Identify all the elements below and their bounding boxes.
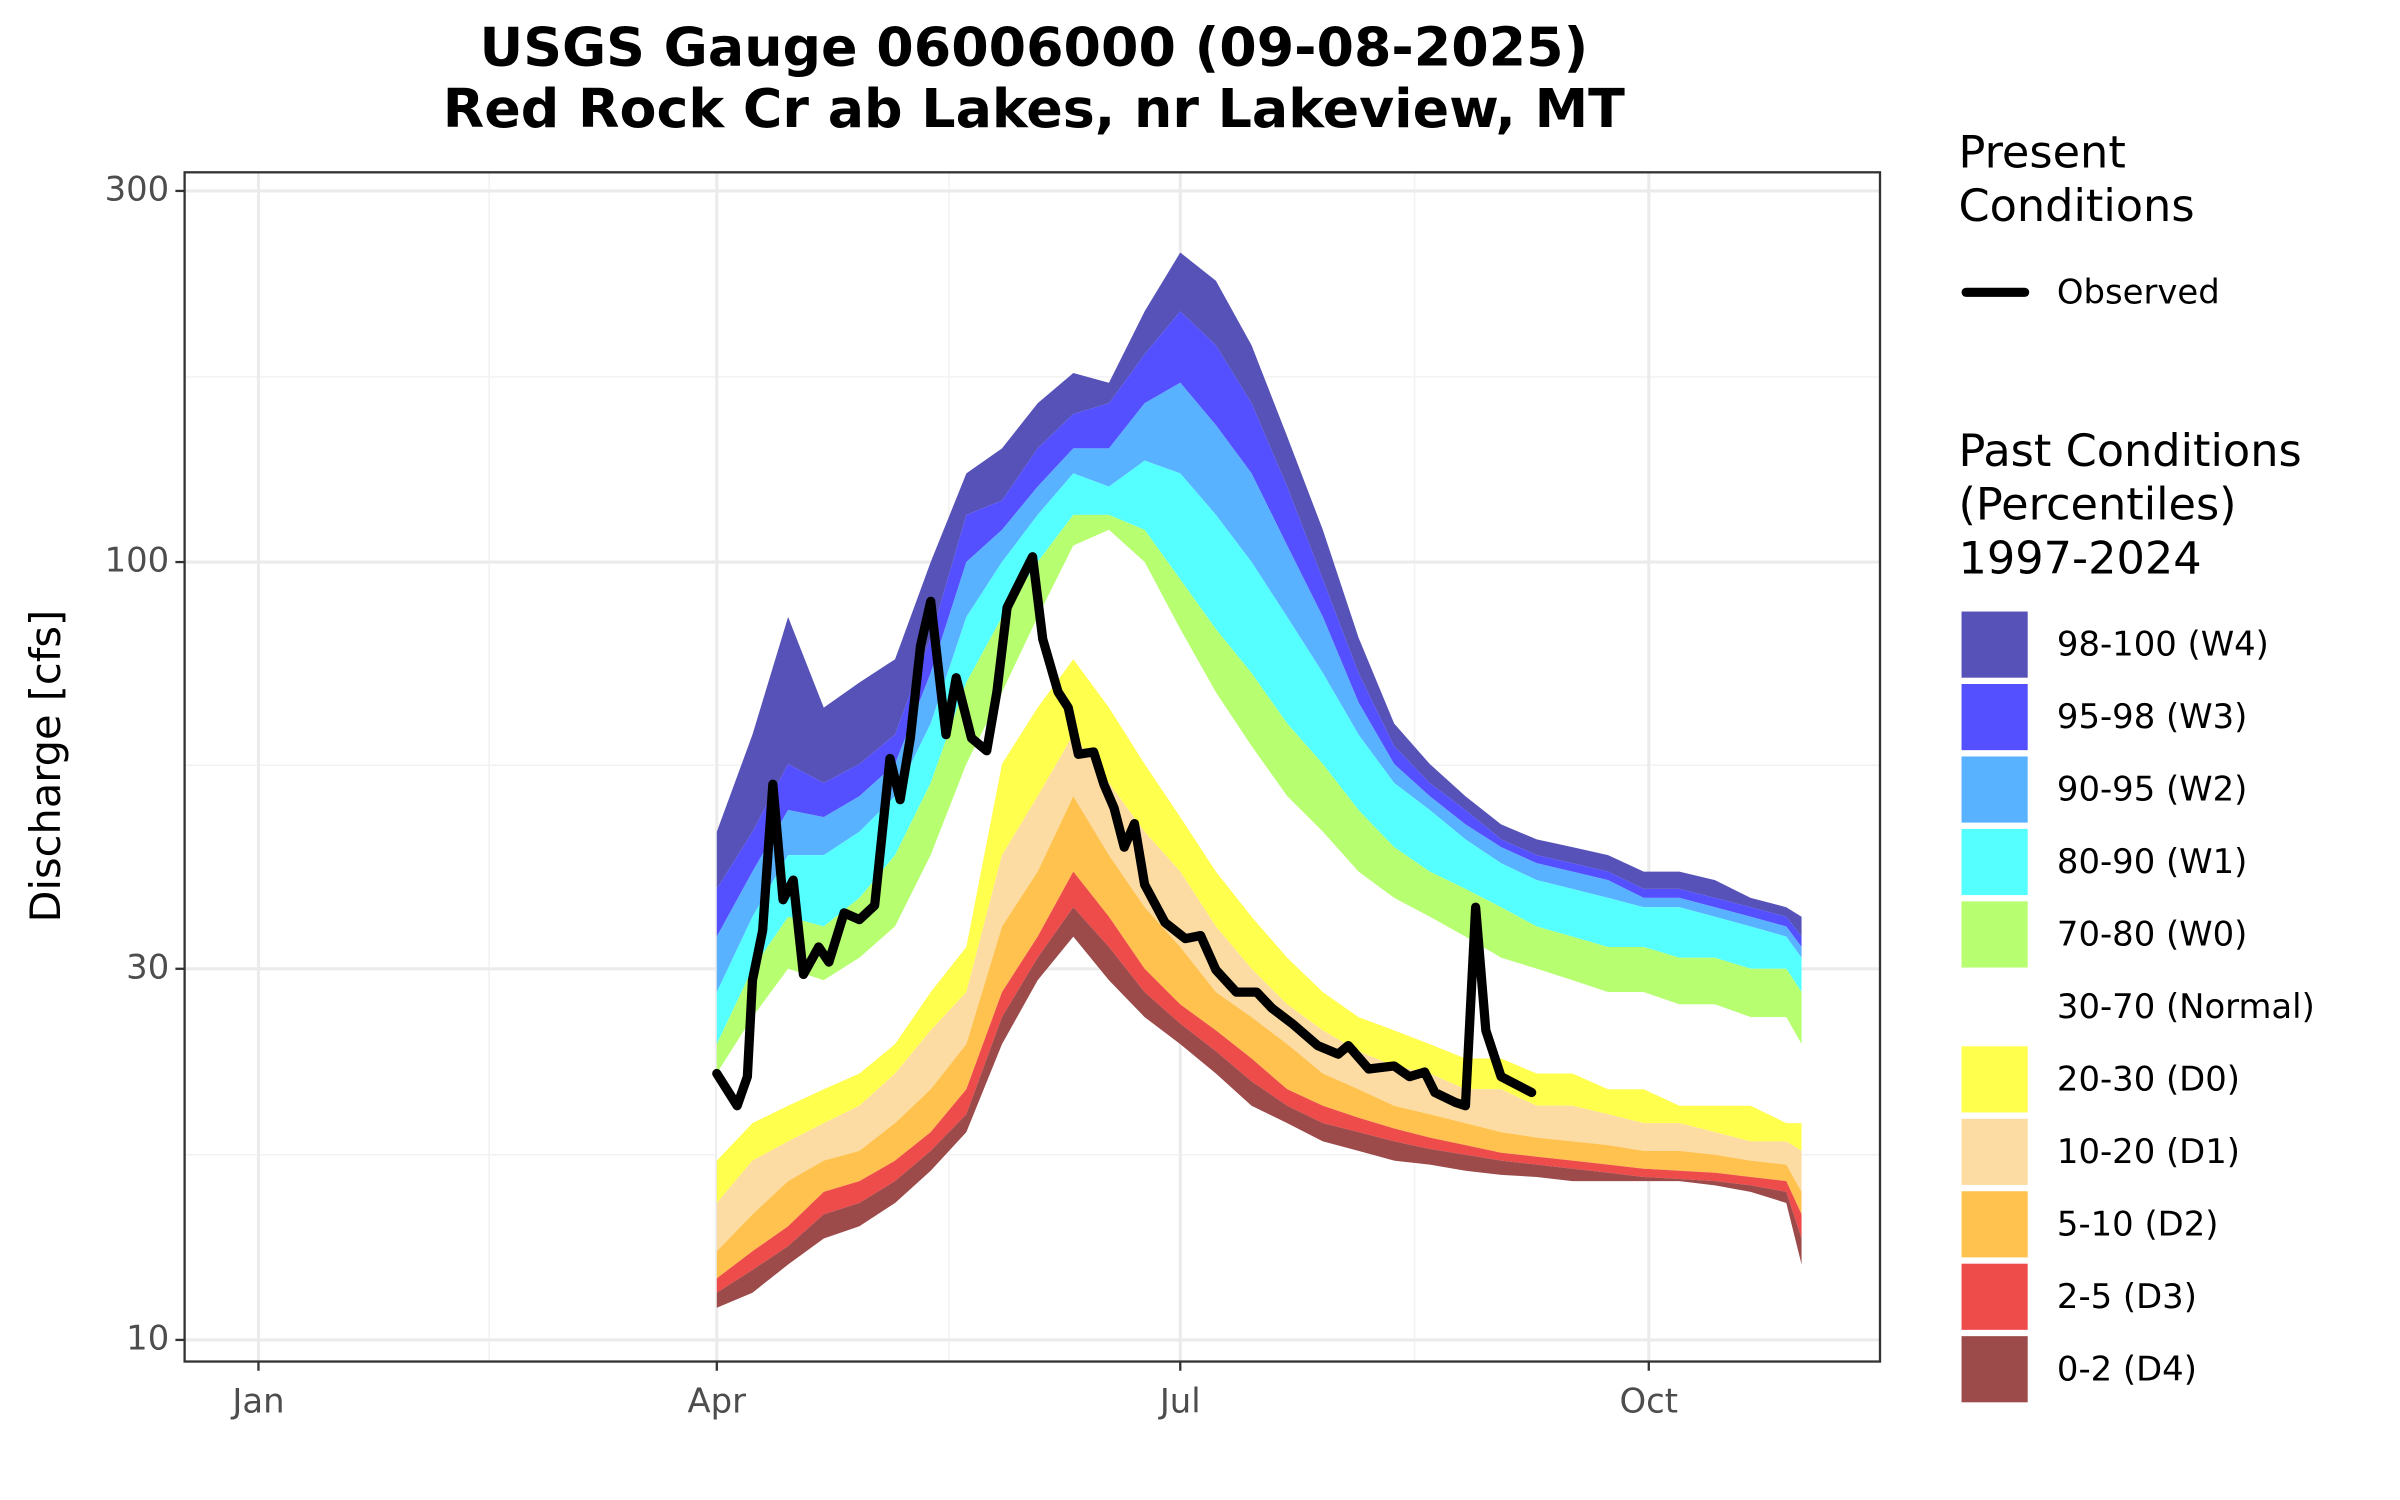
percentile-band <box>716 659 1802 1203</box>
legend-title: Present <box>1958 126 2125 178</box>
legend-label: 0-2 (D4) <box>2057 1349 2197 1388</box>
legend-label: 95-98 (W3) <box>2057 697 2247 736</box>
legend-label: 5-10 (D2) <box>2057 1204 2219 1243</box>
percentile-band <box>716 460 1802 1045</box>
legend-label: Observed <box>2057 272 2220 311</box>
legend-label: 20-30 (D0) <box>2057 1059 2240 1098</box>
legend-title: 1997-2024 <box>1958 533 2201 585</box>
percentile-band <box>716 529 1802 1161</box>
x-tick-label: Oct <box>1620 1382 1679 1421</box>
legend-swatch <box>1961 684 2028 751</box>
legend-swatch <box>1961 1336 2028 1403</box>
legend-label: 98-100 (W4) <box>2057 625 2269 664</box>
x-tick-label: Jan <box>230 1382 284 1421</box>
legend-swatch <box>1961 901 2028 968</box>
y-tick-label: 100 <box>105 541 170 580</box>
percentile-band <box>716 382 1802 993</box>
legend-swatch <box>1961 1046 2028 1113</box>
percentile-band <box>716 796 1802 1279</box>
y-axis-label: Discharge [cfs] <box>21 610 70 923</box>
plot-border <box>183 171 1882 1363</box>
legend-swatch <box>1961 973 2028 1040</box>
y-tick-label: 300 <box>105 169 170 208</box>
y-tick-label: 30 <box>126 947 169 986</box>
legend-label: 70-80 (W0) <box>2057 915 2247 954</box>
percentile-band <box>716 252 1802 937</box>
legend-swatch <box>1961 1263 2028 1330</box>
legend-swatch <box>1961 756 2028 823</box>
percentile-band <box>716 871 1802 1293</box>
y-tick-label: 10 <box>126 1318 169 1357</box>
percentile-band <box>716 907 1802 1308</box>
plot-area: 10 30 100 300 Jan Apr Jul Oct <box>105 169 1882 1421</box>
legend-label: 2-5 (D3) <box>2057 1277 2197 1316</box>
legend-label: 90-95 (W2) <box>2057 770 2247 809</box>
legend-swatch <box>1961 1191 2028 1258</box>
legend-swatch <box>1961 828 2028 896</box>
legend-label: 80-90 (W1) <box>2057 842 2247 881</box>
legend-swatch <box>1961 1118 2028 1185</box>
x-tick-label: Apr <box>688 1382 747 1421</box>
percentile-band <box>716 514 1802 1074</box>
legend-label: 10-20 (D1) <box>2057 1132 2240 1171</box>
chart-title: USGS Gauge 06006000 (09-08-2025) <box>480 15 1589 78</box>
chart-subtitle: Red Rock Cr ab Lakes, nr Lakeview, MT <box>443 77 1625 140</box>
legend-title: Conditions <box>1958 180 2194 232</box>
observed-line <box>712 552 1537 1111</box>
legend-title: (Percentiles) <box>1958 479 2236 531</box>
legend-title: Past Conditions <box>1958 425 2301 477</box>
x-tick-label: Jul <box>1158 1382 1201 1421</box>
legend-label: 30-70 (Normal) <box>2057 987 2315 1026</box>
legend-swatch <box>1961 611 2028 678</box>
